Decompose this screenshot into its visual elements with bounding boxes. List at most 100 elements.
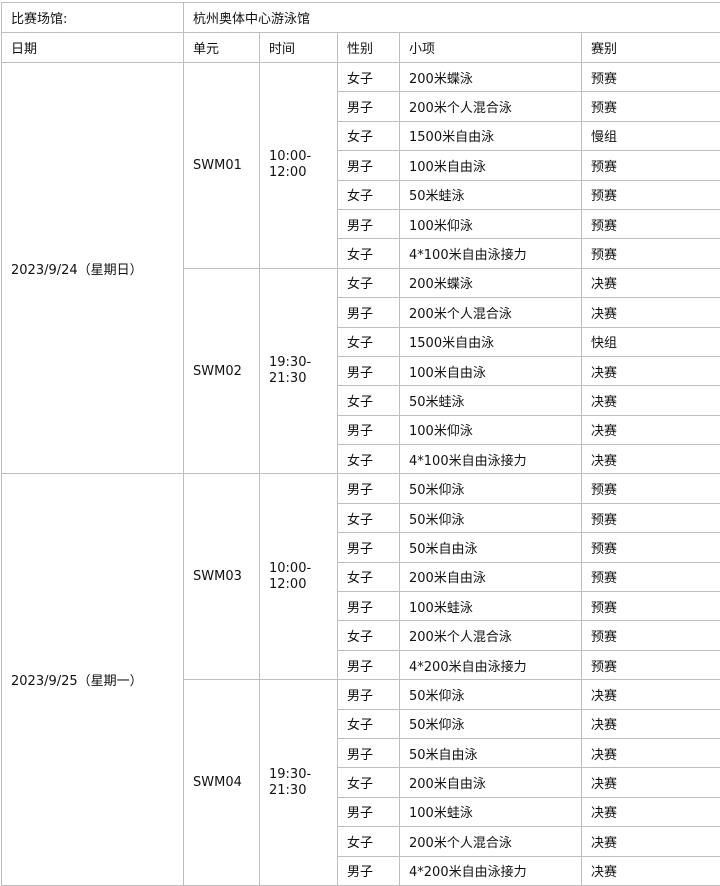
event-cell: 200米蝶泳 bbox=[399, 267, 582, 299]
event-cell: 50米蛙泳 bbox=[399, 179, 582, 210]
gender-cell: 女子 bbox=[337, 267, 400, 299]
event-cell: 100米蛙泳 bbox=[399, 796, 582, 828]
table-row: 女子 50米蛙泳 预赛 bbox=[2, 179, 720, 210]
table-row: 男子 200米个人混合泳 决赛 bbox=[2, 297, 720, 328]
gender-cell: 女子 bbox=[337, 238, 400, 269]
gender-cell: 男子 bbox=[337, 208, 400, 240]
table-row: 女子 1500米自由泳 慢组 bbox=[2, 120, 720, 152]
round-cell: 决赛 bbox=[580, 267, 720, 299]
table-row: 男子 100米蛙泳 决赛 bbox=[2, 796, 720, 828]
round-cell: 决赛 bbox=[580, 855, 720, 886]
table-row: 男子 4*200米自由泳接力 预赛 bbox=[2, 649, 720, 681]
event-cell: 1500米自由泳 bbox=[399, 120, 582, 152]
round-cell: 决赛 bbox=[580, 796, 720, 828]
table-row: 女子 4*100米自由泳接力 预赛 bbox=[2, 238, 720, 269]
gender-cell: 男子 bbox=[337, 591, 400, 622]
gender-cell: 女子 bbox=[337, 120, 400, 152]
round-cell: 预赛 bbox=[580, 91, 720, 122]
event-cell: 4*200米自由泳接力 bbox=[399, 649, 582, 681]
table-row: 女子 50米仰泳 决赛 bbox=[2, 708, 720, 739]
table-row: 男子 100米仰泳 预赛 bbox=[2, 208, 720, 240]
event-cell: 100米自由泳 bbox=[399, 150, 582, 181]
round-cell: 决赛 bbox=[580, 826, 720, 857]
event-cell: 100米仰泳 bbox=[399, 208, 582, 240]
time-cell: 10:00- 12:00 bbox=[259, 473, 338, 681]
round-cell: 预赛 bbox=[580, 561, 720, 593]
table-row: 女子 50米蛙泳 决赛 bbox=[2, 385, 720, 416]
round-cell: 预赛 bbox=[580, 502, 720, 534]
header-round: 赛别 bbox=[580, 32, 720, 63]
gender-cell: 女子 bbox=[337, 708, 400, 739]
time-cell: 19:30- 21:30 bbox=[259, 267, 338, 475]
event-cell: 1500米自由泳 bbox=[399, 326, 582, 357]
event-cell: 100米自由泳 bbox=[399, 355, 582, 387]
gender-cell: 女子 bbox=[337, 502, 400, 534]
gender-cell: 女子 bbox=[337, 767, 400, 798]
table-row: 女子 200米自由泳 决赛 bbox=[2, 767, 720, 798]
round-cell: 决赛 bbox=[580, 297, 720, 328]
unit-cell: SWM02 bbox=[183, 267, 260, 475]
table-row: 男子 100米仰泳 决赛 bbox=[2, 414, 720, 446]
round-cell: 预赛 bbox=[580, 620, 720, 651]
event-cell: 200米个人混合泳 bbox=[399, 297, 582, 328]
header-unit: 单元 bbox=[183, 32, 260, 63]
round-cell: 决赛 bbox=[580, 708, 720, 739]
header-row: 日期 单元 时间 性别 小项 赛别 bbox=[1, 32, 720, 63]
event-cell: 50米蛙泳 bbox=[399, 385, 582, 416]
round-cell: 决赛 bbox=[580, 767, 720, 798]
event-cell: 100米蛙泳 bbox=[399, 591, 582, 622]
round-cell: 预赛 bbox=[580, 649, 720, 681]
venue-label: 比赛场馆: bbox=[1, 2, 184, 33]
table-row: 女子 4*100米自由泳接力 决赛 bbox=[2, 444, 720, 475]
gender-cell: 女子 bbox=[337, 326, 400, 357]
gender-cell: 男子 bbox=[337, 855, 400, 886]
round-cell: 预赛 bbox=[580, 208, 720, 240]
gender-cell: 女子 bbox=[337, 179, 400, 210]
event-cell: 200米个人混合泳 bbox=[399, 91, 582, 122]
event-cell: 200米个人混合泳 bbox=[399, 826, 582, 857]
table-row: 女子 200米自由泳 预赛 bbox=[2, 561, 720, 593]
event-cell: 200米蝶泳 bbox=[399, 61, 582, 93]
round-cell: 预赛 bbox=[580, 150, 720, 181]
table-row: 2023/9/24（星期日） SWM01 10:00- 12:00 女子 200米蝶泳预… bbox=[1, 61, 720, 475]
gender-cell: 男子 bbox=[337, 737, 400, 769]
event-cell: 4*100米自由泳接力 bbox=[399, 238, 582, 269]
round-cell: 预赛 bbox=[580, 238, 720, 269]
gender-cell: 女子 bbox=[337, 61, 400, 93]
round-cell: 决赛 bbox=[580, 414, 720, 446]
event-cell: 200米自由泳 bbox=[399, 767, 582, 798]
gender-cell: 女子 bbox=[337, 620, 400, 651]
round-cell: 预赛 bbox=[580, 591, 720, 622]
gender-cell: 女子 bbox=[337, 444, 400, 475]
round-cell: 预赛 bbox=[580, 179, 720, 210]
event-cell: 50米仰泳 bbox=[399, 679, 582, 710]
round-cell: 慢组 bbox=[580, 120, 720, 152]
gender-cell: 男子 bbox=[337, 532, 400, 563]
round-cell: 决赛 bbox=[580, 385, 720, 416]
round-cell: 决赛 bbox=[580, 737, 720, 769]
header-event: 小项 bbox=[399, 32, 582, 63]
time-cell: 19:30- 21:30 bbox=[259, 679, 338, 886]
table-row: 男子 50米自由泳 预赛 bbox=[2, 532, 720, 563]
unit-cell: SWM03 bbox=[183, 473, 260, 681]
venue-row: 比赛场馆: 杭州奥体中心游泳馆 bbox=[1, 2, 720, 33]
gender-cell: 男子 bbox=[337, 150, 400, 181]
gender-cell: 女子 bbox=[337, 385, 400, 416]
table-row: 男子 100米自由泳 决赛 bbox=[2, 355, 720, 387]
venue-name: 杭州奥体中心游泳馆 bbox=[182, 2, 720, 33]
table-row: 女子 50米仰泳 预赛 bbox=[2, 502, 720, 534]
table-row: 男子 4*200米自由泳接力 决赛 bbox=[2, 855, 720, 886]
table-row: 男子 100米蛙泳 预赛 bbox=[2, 591, 720, 622]
gender-cell: 男子 bbox=[337, 679, 400, 710]
event-cell: 4*100米自由泳接力 bbox=[399, 444, 582, 475]
event-cell: 200米自由泳 bbox=[399, 561, 582, 593]
event-cell: 50米仰泳 bbox=[399, 708, 582, 739]
event-cell: 100米仰泳 bbox=[399, 414, 582, 446]
round-cell: 预赛 bbox=[580, 532, 720, 563]
date-cell: 2023/9/25（星期一） bbox=[1, 473, 184, 886]
header-date: 日期 bbox=[1, 32, 184, 63]
gender-cell: 女子 bbox=[337, 826, 400, 857]
gender-cell: 男子 bbox=[337, 91, 400, 122]
gender-cell: 男子 bbox=[337, 796, 400, 828]
